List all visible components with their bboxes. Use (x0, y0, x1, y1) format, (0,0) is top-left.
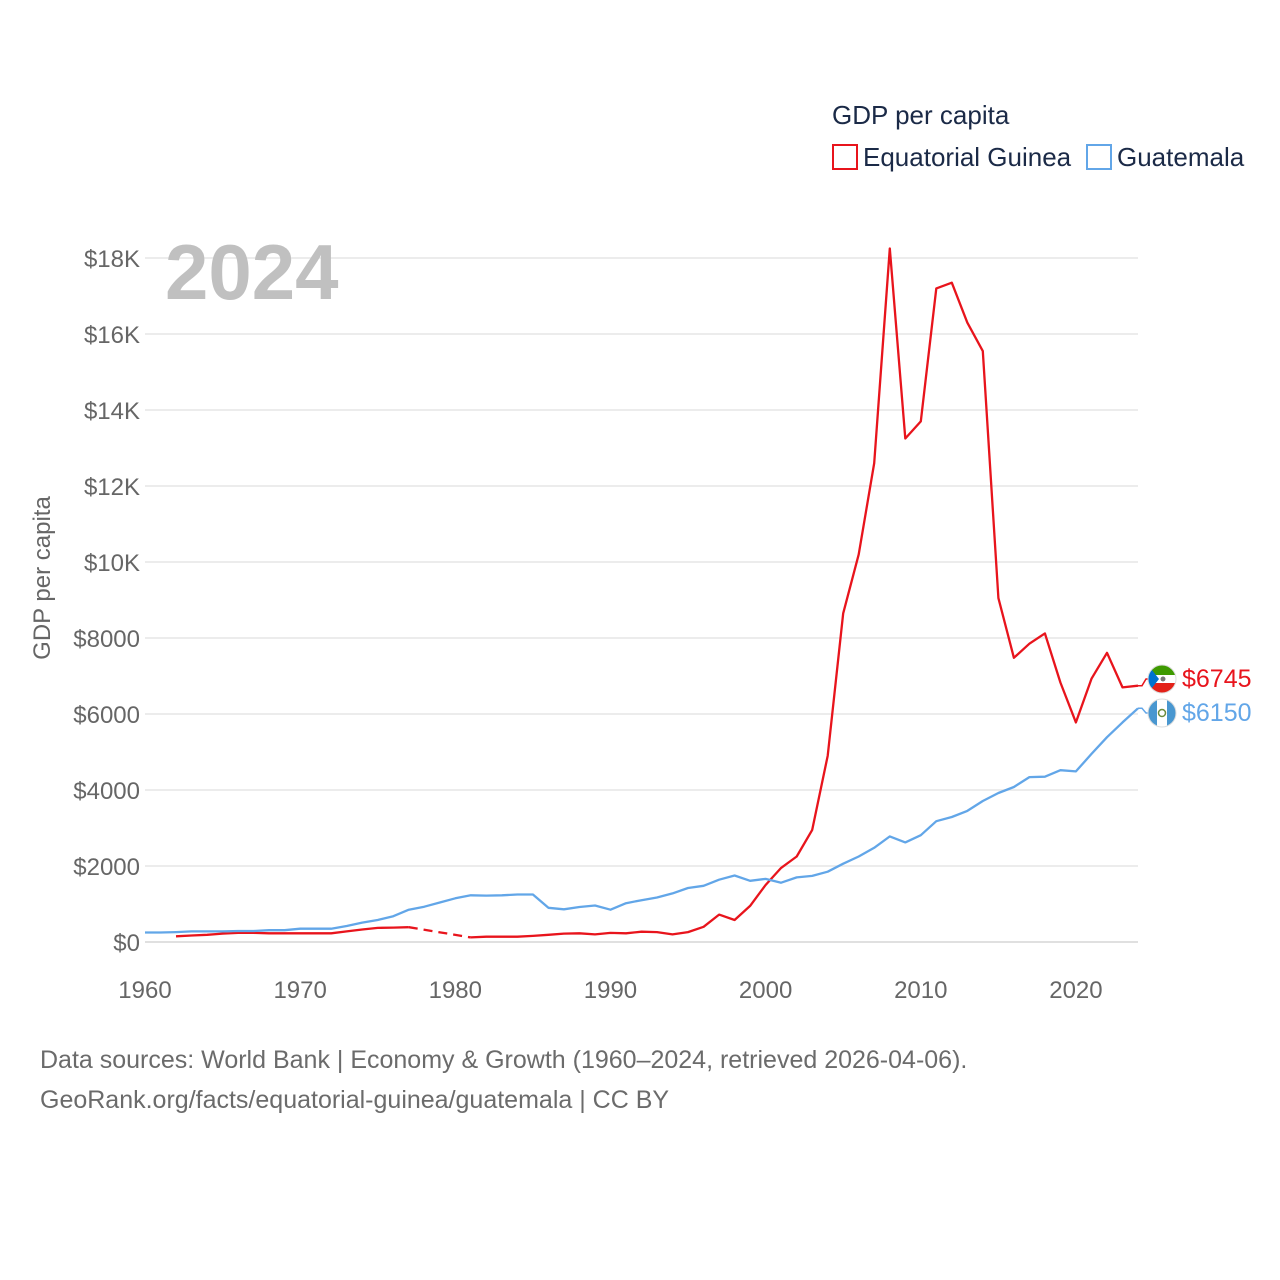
y-tick-label: $12K (84, 474, 140, 501)
y-tick-label: $14K (84, 398, 140, 425)
equatorial-guinea-flag-icon (1147, 664, 1177, 694)
x-tick-label: 1980 (429, 977, 482, 1004)
x-tick-label: 1990 (584, 977, 637, 1004)
y-tick-label: $2000 (73, 854, 140, 881)
end-label-group-equatorial-guinea: $6745 (1138, 664, 1252, 694)
legend-title: GDP per capita (832, 100, 1010, 130)
series-gap-line-equatorial-guinea (408, 926, 472, 939)
legend: GDP per capita Equatorial Guinea Guatema… (832, 100, 1245, 172)
end-value-guatemala: $6150 (1182, 699, 1252, 727)
y-tick-label: $8000 (73, 626, 140, 653)
y-tick-label: $16K (84, 322, 140, 349)
gridlines (145, 257, 1138, 943)
x-axis-ticks: 1960 1970 1980 1990 2000 2010 2020 (118, 977, 1102, 1004)
y-tick-label: $18K (84, 246, 140, 273)
end-label-group-guatemala: $6150 (1138, 698, 1252, 728)
y-axis-ticks: $0 $2000 $4000 $6000 $8000 $10K $12K $14K $16K $1… (73, 246, 140, 957)
end-label-connector (1138, 707, 1148, 714)
series-end-labels: $6745 $6150 (1138, 664, 1252, 728)
legend-swatch-equatorial-guinea[interactable] (832, 144, 858, 170)
x-tick-label: 1960 (118, 977, 171, 1004)
current-year-label: 2024 (165, 228, 339, 316)
legend-label-guatemala[interactable]: Guatemala (1117, 142, 1245, 172)
series-line-equatorial-guinea[interactable] (470, 247, 1139, 939)
series-line-equatorial-guinea[interactable] (175, 926, 409, 938)
y-tick-label: $0 (113, 930, 140, 957)
x-tick-label: 2000 (739, 977, 792, 1004)
series-line-guatemala[interactable] (145, 707, 1139, 934)
legend-swatch-guatemala[interactable] (1086, 144, 1112, 170)
legend-label-equatorial-guinea[interactable]: Equatorial Guinea (863, 142, 1072, 172)
y-tick-label: $10K (84, 550, 140, 577)
source-line: Data sources: World Bank | Economy & Gro… (40, 1046, 968, 1074)
series-lines (145, 247, 1139, 939)
source-footer: Data sources: World Bank | Economy & Gro… (40, 1040, 967, 1120)
y-axis-title: GDP per capita (29, 496, 56, 660)
end-label-connector (1138, 678, 1148, 687)
end-value-equatorial-guinea: $6745 (1182, 665, 1252, 693)
x-tick-label: 1970 (273, 977, 326, 1004)
x-tick-label: 2020 (1049, 977, 1102, 1004)
attribution-line: GeoRank.org/facts/equatorial-guinea/guat… (40, 1086, 670, 1114)
guatemala-flag-icon (1147, 698, 1177, 728)
y-tick-label: $6000 (73, 702, 140, 729)
x-tick-label: 2010 (894, 977, 947, 1004)
y-tick-label: $4000 (73, 778, 140, 805)
